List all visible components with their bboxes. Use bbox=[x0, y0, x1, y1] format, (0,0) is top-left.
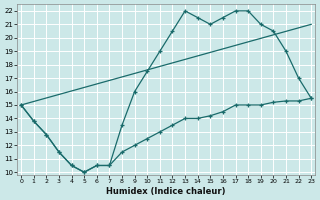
X-axis label: Humidex (Indice chaleur): Humidex (Indice chaleur) bbox=[107, 187, 226, 196]
